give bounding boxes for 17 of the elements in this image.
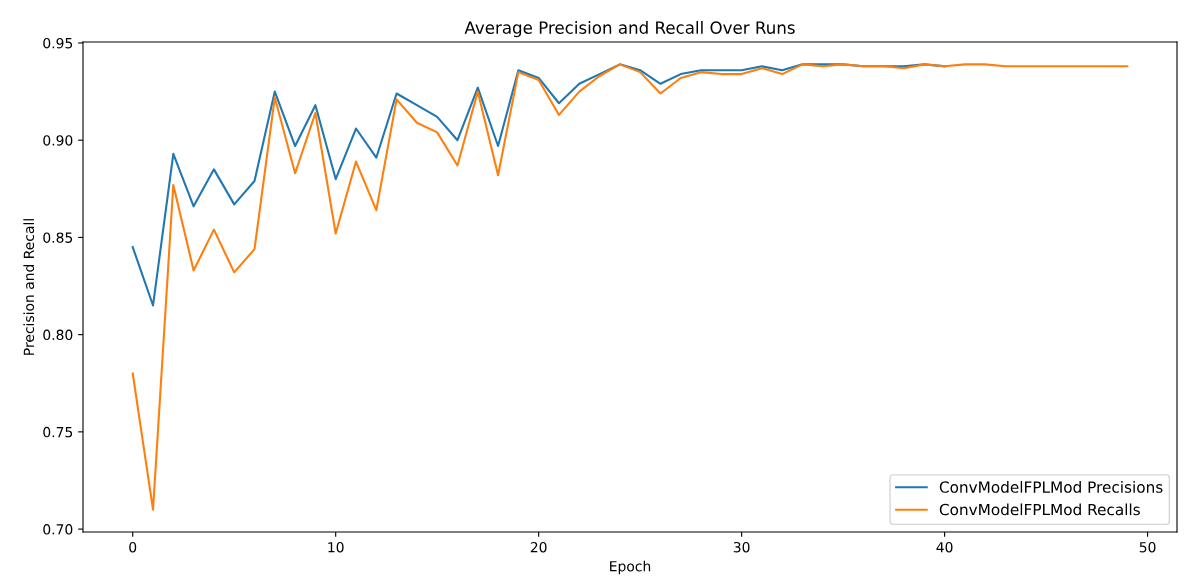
y-tick-label: 0.75 (43, 426, 73, 438)
x-tick-label: 40 (936, 541, 953, 553)
y-tick-label: 0.80 (43, 329, 73, 341)
legend-label: ConvModelFPLMod Recalls (939, 503, 1140, 516)
y-tick-label: 0.85 (43, 232, 73, 243)
x-tick-label: 30 (733, 541, 750, 553)
legend-label: ConvModelFPLMod Precisions (939, 481, 1163, 493)
x-tick-label: 20 (530, 541, 547, 553)
x-tick-label: 50 (1139, 541, 1156, 553)
x-tick-label: 10 (328, 541, 344, 553)
y-tick-label: 0.90 (43, 135, 73, 146)
y-axis-title: Precision and Recall (23, 219, 35, 355)
x-tick-label: 0 (129, 541, 137, 553)
chart-title: Average Precision and Recall Over Runs (464, 21, 795, 38)
y-tick-label: 0.95 (43, 37, 73, 49)
x-axis-title: Epoch (610, 560, 651, 575)
y-tick-label: 0.70 (43, 524, 73, 535)
